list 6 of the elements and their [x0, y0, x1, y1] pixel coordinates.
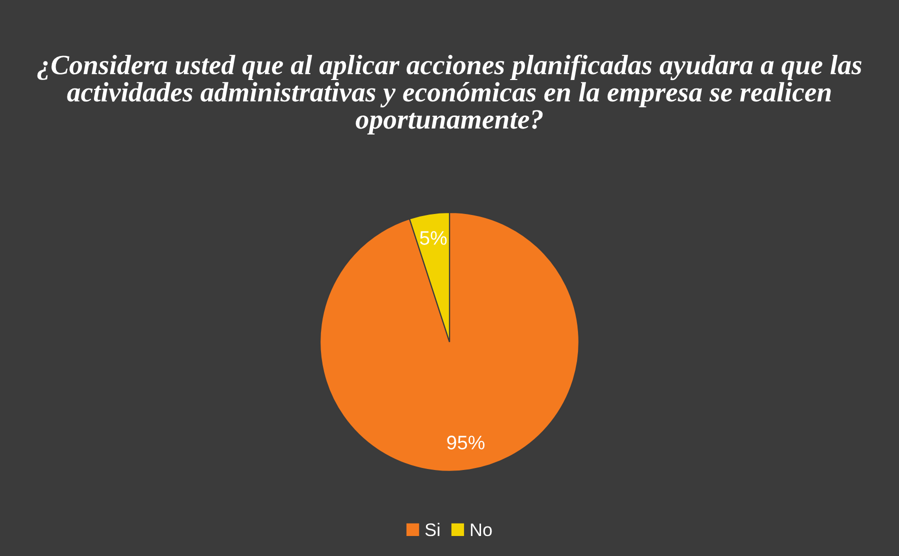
chart-title: ¿Considera usted que al aplicar acciones planificadas ayudara a que las actividades administrativas y económicas en la empresa se realicen oportunamente?	[37, 54, 862, 134]
legend-label: No	[470, 524, 492, 536]
pie-slice	[320, 212, 580, 472]
data-label: 95%	[447, 436, 484, 450]
data-label: 5%	[420, 231, 447, 245]
legend-label: Si	[425, 522, 440, 536]
